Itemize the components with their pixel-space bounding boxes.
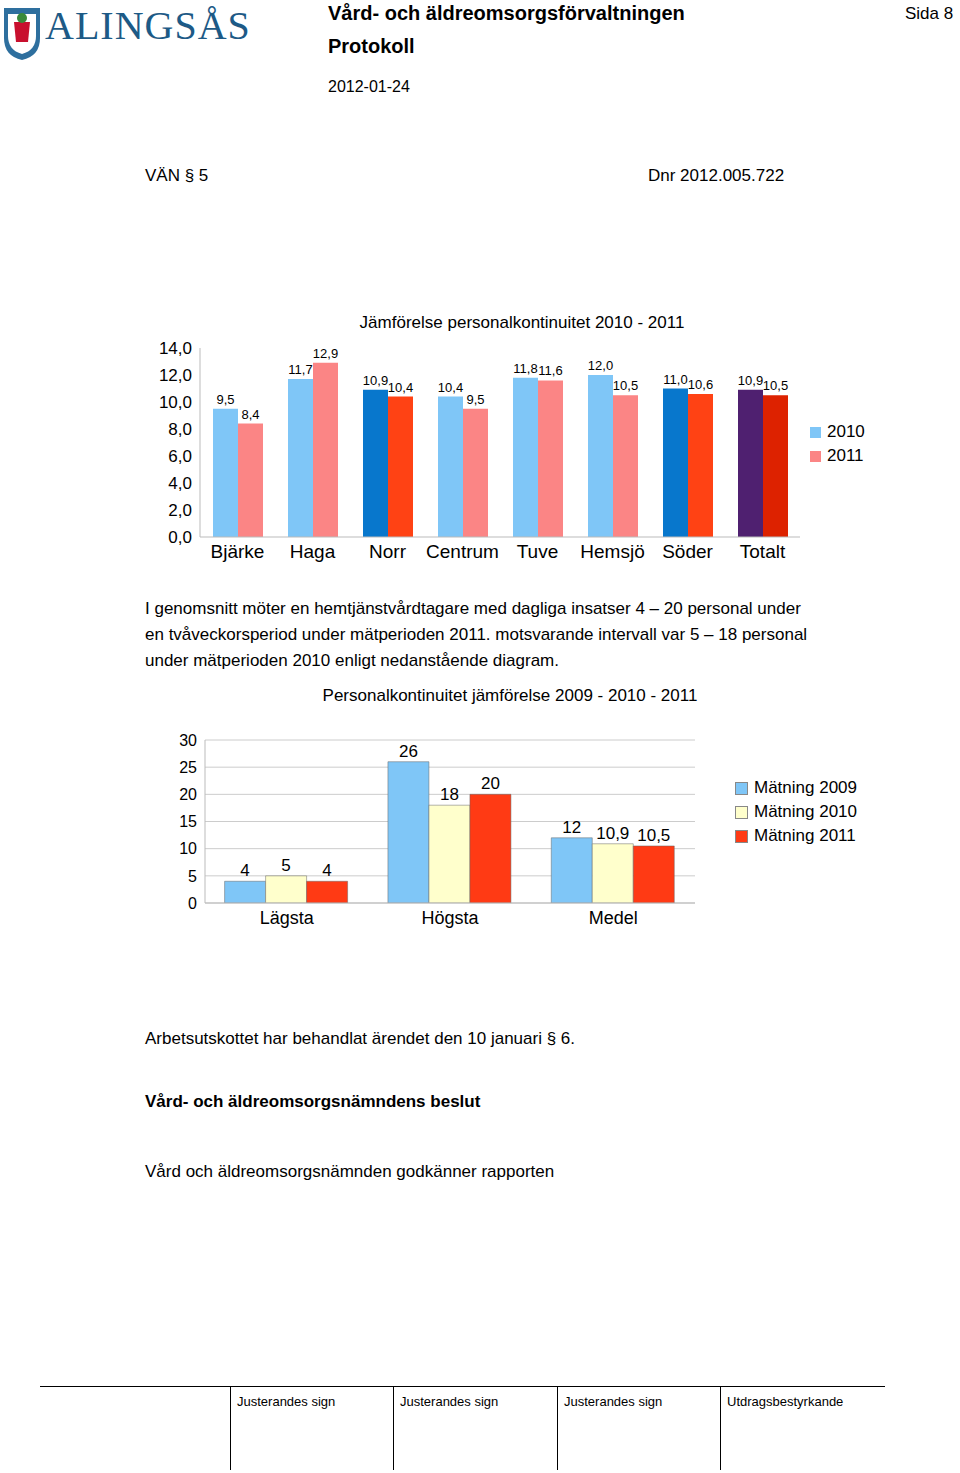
svg-text:20: 20 (481, 774, 500, 793)
html-text:2010: 2010 (827, 422, 865, 441)
svg-text:10,4: 10,4 (388, 380, 413, 395)
svg-text:Bjärke: Bjärke (211, 541, 265, 562)
svg-text:10,9: 10,9 (596, 824, 629, 843)
html-text:2011: 2011 (827, 446, 864, 465)
html-text:Sida 8: Sida 8 (905, 4, 954, 23)
svg-text:12: 12 (562, 818, 581, 837)
svg-text:12,9: 12,9 (313, 346, 338, 361)
html-text:Mätning 2010: Mätning 2010 (754, 802, 857, 821)
svg-text:6,0: 6,0 (168, 447, 192, 466)
svg-text:Hemsjö: Hemsjö (580, 541, 644, 562)
svg-text:11,8: 11,8 (513, 361, 537, 376)
svg-text:10,9: 10,9 (363, 373, 388, 388)
svg-text:5: 5 (188, 868, 197, 885)
svg-text:Tuve: Tuve (517, 541, 559, 562)
svg-text:11,0: 11,0 (663, 372, 687, 387)
html-text:VÄN § 5: VÄN § 5 (145, 166, 209, 185)
svg-text:10,5: 10,5 (763, 378, 788, 393)
svg-text:10,5: 10,5 (637, 826, 670, 845)
svg-text:11,7: 11,7 (288, 362, 312, 377)
svg-text:10,0: 10,0 (159, 393, 192, 412)
svg-text:8,0: 8,0 (168, 420, 192, 439)
html-text:Vård- och äldreomsorgsförvaltn: Vård- och äldreomsorgsförvaltningen (328, 2, 685, 24)
svg-text:5: 5 (281, 856, 290, 875)
html-text:en tvåveckorsperiod under mätp: en tvåveckorsperiod under mätperioden 20… (145, 625, 808, 644)
html-text:Personalkontinuitet jämförelse: Personalkontinuitet jämförelse 2009 - 20… (322, 686, 698, 705)
svg-text:Totalt: Totalt (740, 541, 786, 562)
svg-text:12,0: 12,0 (159, 366, 192, 385)
html-text:Arbetsutskottet har behandlat: Arbetsutskottet har behandlat ärendet de… (145, 1029, 575, 1048)
svg-text:4: 4 (322, 861, 331, 880)
svg-text:Högsta: Högsta (421, 908, 479, 928)
svg-text:8,4: 8,4 (241, 407, 259, 422)
svg-text:26: 26 (399, 742, 418, 761)
html-text:Justerandes sign: Justerandes sign (400, 1394, 499, 1409)
svg-text:9,5: 9,5 (216, 392, 234, 407)
html-text:Mätning 2009: Mätning 2009 (754, 778, 857, 797)
svg-text:10,6: 10,6 (688, 377, 713, 392)
svg-text:0: 0 (188, 895, 197, 912)
html-text:Vård och äldreomsorgsnämnden g: Vård och äldreomsorgsnämnden godkänner r… (145, 1162, 555, 1181)
svg-text:Norr: Norr (369, 541, 407, 562)
svg-text:10,4: 10,4 (438, 380, 463, 395)
svg-text:9,5: 9,5 (466, 392, 484, 407)
html-text:Justerandes sign: Justerandes sign (564, 1394, 663, 1409)
svg-text:0,0: 0,0 (168, 528, 192, 547)
html-text:I genomsnitt möter en hemtjäns: I genomsnitt möter en hemtjänstvårdtagar… (145, 599, 801, 618)
svg-text:18: 18 (440, 785, 459, 804)
svg-text:30: 30 (179, 732, 197, 749)
svg-text:11,6: 11,6 (538, 363, 562, 378)
svg-text:Lägsta: Lägsta (260, 908, 315, 928)
html-text:Justerandes sign: Justerandes sign (237, 1394, 336, 1409)
svg-text:Centrum: Centrum (426, 541, 499, 562)
svg-text:Söder: Söder (662, 541, 713, 562)
svg-text:25: 25 (179, 759, 197, 776)
svg-text:10: 10 (179, 840, 197, 857)
html-text:Utdragsbestyrkande: Utdragsbestyrkande (727, 1394, 844, 1409)
html-text:Dnr 2012.005.722: Dnr 2012.005.722 (648, 166, 785, 185)
html-text:Vård- och äldreomsorgsnämndens: Vård- och äldreomsorgsnämndens beslut (145, 1092, 481, 1111)
svg-text:10,9: 10,9 (738, 373, 763, 388)
svg-text:12,0: 12,0 (588, 358, 613, 373)
svg-text:20: 20 (179, 786, 197, 803)
svg-text:Haga: Haga (290, 541, 336, 562)
svg-text:15: 15 (179, 813, 197, 830)
svg-text:4,0: 4,0 (168, 474, 192, 493)
html-text:under mätperioden 2010 enligt: under mätperioden 2010 enligt nedanståen… (145, 651, 559, 670)
html-text:Mätning 2011: Mätning 2011 (754, 826, 856, 845)
html-text:Jämförelse personalkontinuitet: Jämförelse personalkontinuitet 2010 - 20… (359, 313, 685, 332)
svg-text:4: 4 (240, 861, 249, 880)
html-text:2012-01-24: 2012-01-24 (328, 78, 410, 95)
svg-text:Medel: Medel (589, 908, 638, 928)
svg-text:14,0: 14,0 (159, 339, 192, 358)
svg-text:10,5: 10,5 (613, 378, 638, 393)
svg-text:2,0: 2,0 (168, 501, 192, 520)
html-text:Protokoll: Protokoll (328, 35, 415, 57)
html-text:ALINGSÅS: ALINGSÅS (45, 3, 251, 48)
